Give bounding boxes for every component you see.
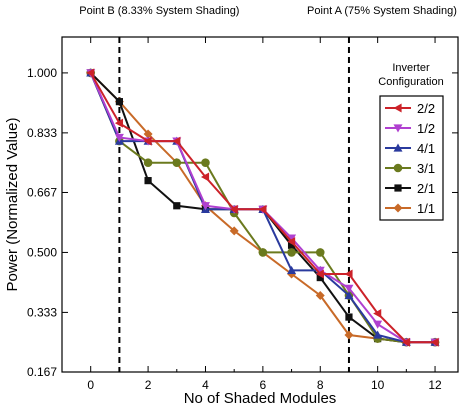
data-point <box>200 202 210 211</box>
legend-label: 2/2 <box>417 101 435 116</box>
y-axis-title: Power (Normalized Value) <box>4 118 21 292</box>
legend-label: 1/2 <box>417 121 435 136</box>
data-point <box>315 266 325 275</box>
legend-item: 2/1 <box>385 181 435 196</box>
data-point <box>316 273 324 282</box>
data-point <box>172 158 182 167</box>
data-point <box>144 177 152 185</box>
annotation-label: Point A (75% System Shading) <box>307 5 457 17</box>
y-tick-label: 0.500 <box>27 245 57 259</box>
data-point <box>344 330 354 340</box>
data-point <box>200 172 210 182</box>
data-point <box>173 202 181 210</box>
data-point <box>287 241 296 249</box>
x-tick-label: 12 <box>428 378 442 392</box>
data-point <box>114 133 124 143</box>
data-point <box>393 163 403 173</box>
legend-item: 1/1 <box>385 201 435 216</box>
legend-title: Configuration <box>378 76 443 88</box>
data-point <box>229 204 238 214</box>
data-point <box>86 68 95 78</box>
legend-label: 2/1 <box>417 181 435 196</box>
data-point <box>430 337 439 347</box>
y-tick-label: 0.667 <box>27 185 57 199</box>
data-point <box>344 284 354 293</box>
annotation-label: Point B (8.33% System Shading) <box>79 5 239 17</box>
data-point <box>315 248 325 257</box>
data-point <box>393 103 402 113</box>
legend-item: 3/1 <box>385 161 435 176</box>
plot-area-frame <box>61 36 459 373</box>
y-tick-label: 1.000 <box>27 66 57 80</box>
legend-box <box>379 95 444 221</box>
data-point <box>344 291 354 300</box>
legend-label: 1/1 <box>417 201 435 216</box>
data-point <box>393 124 403 133</box>
data-point <box>258 248 268 257</box>
x-tick-label: 0 <box>87 378 94 392</box>
data-point <box>394 184 402 192</box>
legend-label: 3/1 <box>417 161 435 176</box>
legend-item: 4/1 <box>385 141 435 156</box>
legend-item: 1/2 <box>385 121 435 136</box>
data-point <box>393 143 403 152</box>
y-tick-label: 0.167 <box>27 365 57 379</box>
data-point <box>287 265 297 274</box>
data-point <box>114 118 123 128</box>
data-point <box>115 98 123 106</box>
y-tick-label: 0.833 <box>27 126 57 140</box>
x-tick-label: 10 <box>371 378 385 392</box>
legend-label: 4/1 <box>417 141 435 156</box>
data-point <box>315 269 324 279</box>
series-2-2 <box>86 68 439 347</box>
x-axis-title: No of Shaded Modules <box>184 390 337 407</box>
data-point <box>401 337 410 347</box>
data-point <box>287 237 296 247</box>
data-point <box>393 203 403 213</box>
x-tick-label: 2 <box>145 378 152 392</box>
data-point <box>345 313 353 321</box>
data-point <box>143 129 153 139</box>
data-point <box>172 136 181 146</box>
y-tick-label: 0.333 <box>27 305 57 319</box>
legend-item: 2/2 <box>385 101 435 116</box>
data-point <box>143 136 152 146</box>
x-tick-label: 4 <box>202 378 209 392</box>
data-point <box>201 158 210 167</box>
data-point <box>344 269 353 279</box>
x-tick-label: 8 <box>317 378 324 392</box>
data-point <box>258 204 267 214</box>
x-tick-label: 6 <box>260 378 267 392</box>
data-point <box>287 248 296 257</box>
data-point <box>373 330 383 339</box>
legend-title: Inverter <box>392 62 430 74</box>
data-point <box>229 226 239 236</box>
data-point <box>373 308 382 318</box>
data-point <box>373 320 383 329</box>
data-point <box>143 158 153 167</box>
data-point <box>287 234 297 243</box>
data-point <box>315 291 325 301</box>
